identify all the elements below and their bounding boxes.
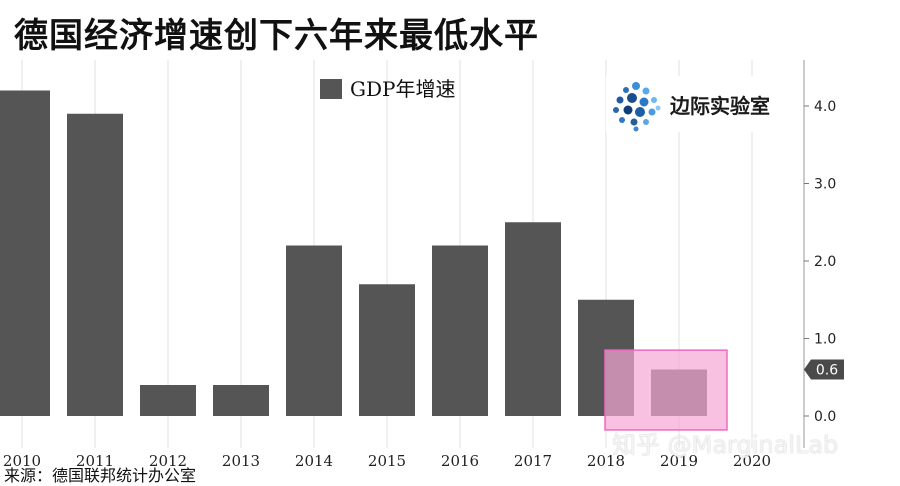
logo-text: 边际实验室 <box>670 93 770 118</box>
x-tick-label: 2011 <box>76 452 114 470</box>
callout-tag <box>804 359 844 380</box>
y-axis: 0.0 1.0 2.0 3.0 4.0 <box>803 60 836 448</box>
bar-2012 <box>140 385 196 416</box>
x-axis-labels: 2010 2011 2012 2013 2014 2015 2016 2017 2018 2019… <box>3 452 771 470</box>
dot-cluster-logo-icon <box>613 82 661 132</box>
watermark: 知乎 @MarginalLab <box>612 431 839 459</box>
logo-dot <box>613 107 619 113</box>
logo-dot <box>627 93 637 103</box>
logo-dot <box>639 97 649 107</box>
callout-label: 0.6 <box>816 363 838 379</box>
logo-dot <box>623 105 633 115</box>
bar-2017 <box>505 222 561 416</box>
x-tick-label: 2018 <box>587 452 625 470</box>
x-tick-label: 2012 <box>149 452 187 470</box>
bars <box>0 90 728 431</box>
logo-dot <box>633 126 639 132</box>
bar-2016 <box>432 245 488 416</box>
y-tick-label: 1.0 <box>814 332 836 348</box>
logo-dot <box>651 97 657 103</box>
x-tick-label: 2020 <box>733 452 771 470</box>
logo-dot <box>648 108 656 116</box>
logo: 边际实验室 <box>606 76 778 132</box>
logo-dot <box>623 87 629 93</box>
legend-label: GDP年增速 <box>350 77 455 101</box>
logo-dot <box>655 105 661 111</box>
logo-dot <box>635 107 645 117</box>
legend-swatch <box>320 79 342 99</box>
logo-dot <box>632 82 640 90</box>
y-tick-label: 4.0 <box>814 99 836 115</box>
logo-dot <box>616 96 624 104</box>
bar-2011 <box>67 113 123 416</box>
x-tick-label: 2014 <box>295 452 333 470</box>
bar-2013 <box>213 385 269 416</box>
y-tick-label: 3.0 <box>814 177 836 193</box>
highlight-box <box>604 349 728 431</box>
legend: GDP年增速 <box>320 77 455 101</box>
value-callout: 0.6 <box>804 359 844 380</box>
logo-dot <box>642 87 650 95</box>
x-tick-label: 2015 <box>368 452 406 470</box>
logo-dot <box>643 119 649 125</box>
x-tick-label: 2016 <box>441 452 479 470</box>
x-tick-label: 2017 <box>514 452 552 470</box>
chart-title: 德国经济增速创下六年来最低水平 <box>14 16 539 56</box>
y-tick-label: 0.0 <box>814 409 836 425</box>
bar-2015 <box>359 284 415 416</box>
bar-2010 <box>0 90 50 416</box>
y-tick-label: 2.0 <box>814 254 836 270</box>
bar-2014 <box>286 245 342 416</box>
logo-dot <box>619 117 625 123</box>
logo-dot <box>630 118 638 126</box>
x-tick-label: 2019 <box>660 452 698 470</box>
x-tick-label: 2013 <box>222 452 260 470</box>
x-tick-label: 2010 <box>3 452 41 470</box>
source-note: 来源：德国联邦统计办公室 <box>4 466 197 485</box>
